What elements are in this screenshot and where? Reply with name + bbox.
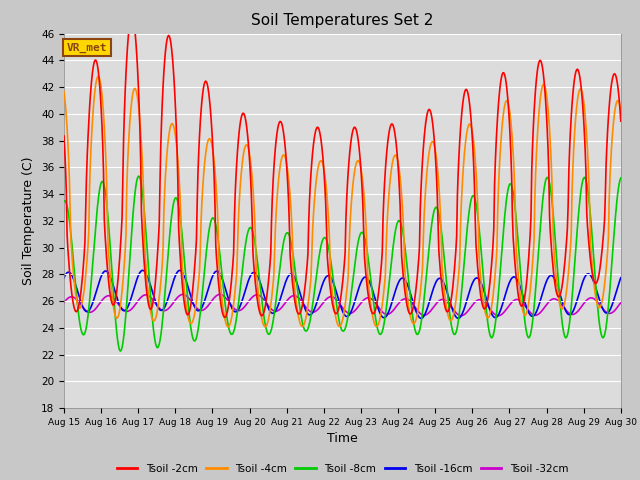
Tsoil -16cm <box>428 290 436 296</box>
Line: Tsoil -2cm: Tsoil -2cm <box>64 16 621 317</box>
Line: Tsoil -4cm: Tsoil -4cm <box>64 76 621 327</box>
Tsoil -8cm <box>128 222 136 228</box>
Line: Tsoil -8cm: Tsoil -8cm <box>64 176 621 351</box>
Tsoil -8cm <box>134 173 142 179</box>
Tsoil -32cm <box>428 307 435 313</box>
Tsoil -2cm <box>70 304 78 310</box>
Tsoil -8cm <box>186 314 193 320</box>
Tsoil -2cm <box>617 118 625 124</box>
Tsoil -16cm <box>411 305 419 311</box>
Tsoil -2cm <box>127 13 135 19</box>
Tsoil -16cm <box>214 269 222 275</box>
Tsoil -16cm <box>417 315 425 321</box>
Tsoil -16cm <box>60 275 68 281</box>
Tsoil -32cm <box>127 306 135 312</box>
Tsoil -2cm <box>412 289 419 295</box>
Tsoil -2cm <box>60 133 68 139</box>
Tsoil -4cm <box>60 89 68 95</box>
Tsoil -16cm <box>617 275 625 281</box>
Tsoil -32cm <box>411 304 419 310</box>
Tsoil -8cm <box>215 242 223 248</box>
Tsoil -16cm <box>127 294 135 300</box>
Tsoil -2cm <box>214 276 222 282</box>
Tsoil -32cm <box>184 294 192 300</box>
Tsoil -16cm <box>185 286 193 292</box>
Tsoil -4cm <box>214 224 222 230</box>
Tsoil -4cm <box>94 73 102 79</box>
Tsoil -4cm <box>225 324 232 330</box>
Tsoil -8cm <box>617 175 625 181</box>
Y-axis label: Soil Temperature (C): Soil Temperature (C) <box>22 156 35 285</box>
Legend: Tsoil -2cm, Tsoil -4cm, Tsoil -8cm, Tsoil -16cm, Tsoil -32cm: Tsoil -2cm, Tsoil -4cm, Tsoil -8cm, Tsoi… <box>113 459 572 478</box>
Tsoil -4cm <box>617 108 625 114</box>
Tsoil -4cm <box>185 316 193 322</box>
Tsoil -2cm <box>185 311 193 317</box>
Line: Tsoil -32cm: Tsoil -32cm <box>64 294 621 316</box>
Text: VR_met: VR_met <box>67 42 108 53</box>
Title: Soil Temperatures Set 2: Soil Temperatures Set 2 <box>252 13 433 28</box>
Tsoil -16cm <box>70 277 78 283</box>
Tsoil -2cm <box>221 314 229 320</box>
Line: Tsoil -16cm: Tsoil -16cm <box>64 270 621 318</box>
Tsoil -4cm <box>412 318 419 324</box>
Tsoil -8cm <box>428 220 436 226</box>
Tsoil -32cm <box>216 291 223 297</box>
Tsoil -32cm <box>70 295 78 300</box>
Tsoil -32cm <box>617 300 625 305</box>
Tsoil -8cm <box>116 348 124 354</box>
Tsoil -32cm <box>60 300 68 305</box>
Tsoil -4cm <box>70 278 78 284</box>
Tsoil -2cm <box>428 115 436 120</box>
Tsoil -32cm <box>214 292 221 298</box>
Tsoil -4cm <box>128 95 136 101</box>
Tsoil -4cm <box>428 139 436 145</box>
Tsoil -8cm <box>412 329 419 335</box>
Tsoil -8cm <box>70 265 78 271</box>
Tsoil -16cm <box>139 267 147 273</box>
Tsoil -8cm <box>60 198 68 204</box>
Tsoil -2cm <box>128 13 136 19</box>
X-axis label: Time: Time <box>327 432 358 445</box>
Tsoil -32cm <box>495 313 502 319</box>
